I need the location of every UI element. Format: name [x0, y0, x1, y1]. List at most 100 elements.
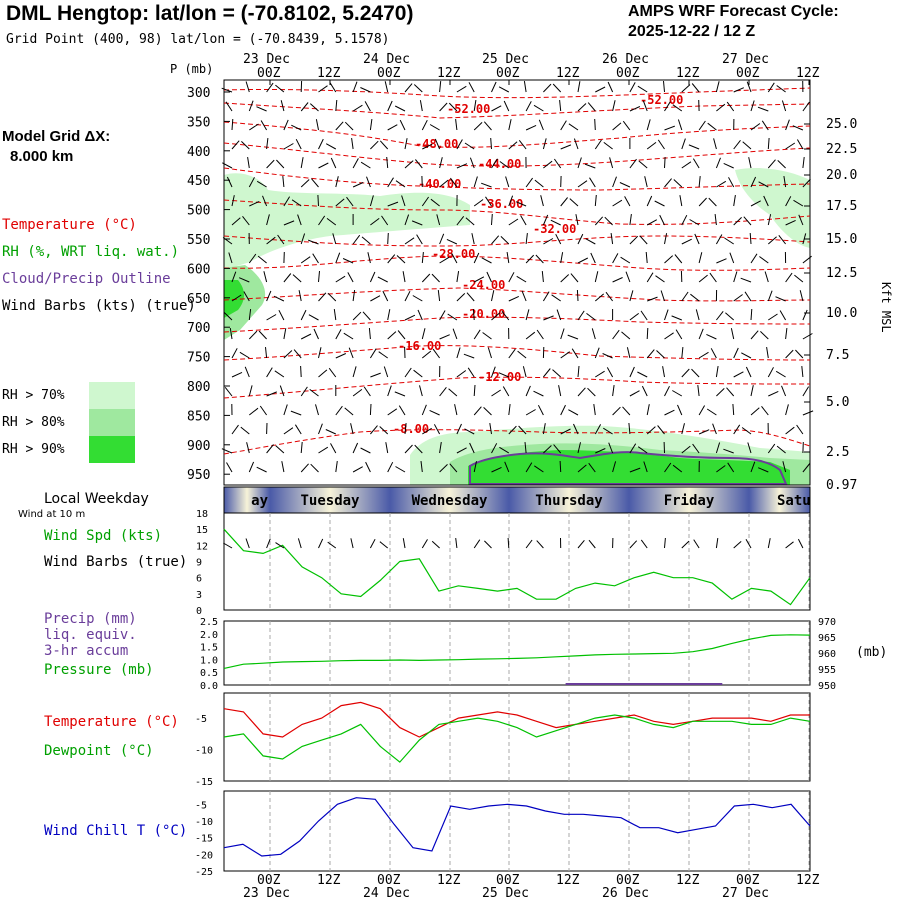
wind-barb [629, 366, 635, 378]
wind-barb [362, 311, 371, 321]
temperature-contour-label: -52.00 [447, 102, 490, 116]
wind-barb [394, 391, 406, 397]
wind-barb [775, 370, 786, 378]
bottom-hour-label: 00Z [496, 873, 520, 888]
precip-tick: 1.5 [200, 643, 218, 654]
wind-barb [516, 275, 527, 283]
pressure-tick-label: 300 [187, 86, 210, 101]
wind-barb [300, 441, 303, 454]
wind-barb [560, 120, 567, 131]
wind-barb [568, 123, 579, 131]
wind-barb [291, 199, 302, 207]
wind-barb [767, 159, 776, 169]
wind-barb [593, 404, 596, 416]
surface-wind-barb [693, 539, 700, 549]
temperature-contour [223, 142, 811, 167]
wind-barb [245, 81, 250, 93]
temperature-contour-label: -40.00 [418, 177, 461, 191]
wind-barb [448, 102, 458, 112]
wind-barb [413, 369, 423, 378]
temperature-tick: -5 [195, 714, 207, 725]
wind-barb [715, 366, 719, 378]
wind-barb [747, 442, 752, 454]
wind-barb [291, 124, 302, 131]
pressure-tick-label: 550 [187, 233, 210, 248]
grid-point-info: Grid Point (400, 98) lat/lon = (-70.8439… [6, 32, 390, 47]
wind-barb [508, 295, 520, 302]
liq-equiv-legend: liq. equiv. [44, 627, 137, 643]
wind-barb [231, 371, 243, 378]
wind-barb [468, 82, 475, 93]
wind-barb [417, 309, 423, 321]
wind-barb [692, 158, 700, 169]
wind-barb [587, 387, 596, 397]
wind-speed-tick: 15 [196, 525, 208, 536]
wind-barb [681, 445, 691, 454]
wind-barb [311, 178, 319, 188]
pressure-panel-frame [223, 620, 811, 686]
surface-wind-barb [421, 539, 428, 549]
cloud-outline [469, 451, 788, 485]
wind-barb [352, 158, 359, 169]
accum-legend: 3-hr accum [44, 643, 129, 659]
wind-barb [733, 347, 739, 359]
weekday-cell [509, 487, 629, 513]
wind-barb [335, 329, 342, 340]
wind-barb [543, 238, 554, 245]
wind-barb [283, 350, 293, 359]
wind-barb [695, 309, 700, 321]
wind-barb [370, 217, 380, 226]
wind-barb [283, 143, 294, 150]
wind-barb [439, 464, 448, 473]
wind-barb [571, 348, 579, 359]
wind-barb [434, 138, 441, 150]
wind-barb [415, 159, 423, 169]
height-tick-label: 17.5 [826, 199, 857, 214]
wind-barb [577, 257, 589, 264]
wind-barb [698, 274, 708, 283]
wind-barb [643, 461, 648, 473]
wind-barb [483, 407, 492, 416]
wind-barb [585, 238, 596, 245]
wind-barb [439, 102, 448, 112]
wind-barb [793, 199, 804, 207]
wind-barb [706, 408, 717, 416]
height-tick-label: 10.0 [826, 306, 857, 321]
wind-barb [411, 220, 423, 226]
wind-barb [503, 100, 510, 112]
wind-speed-tick: 3 [196, 590, 202, 601]
surface-wind-barb [402, 538, 406, 549]
wind-barb [456, 85, 467, 93]
wind-barb [674, 254, 683, 264]
pressure-tick-label: 600 [187, 262, 210, 277]
wind-barb [508, 119, 512, 131]
wind-barb [518, 139, 527, 150]
wind-barb [543, 315, 554, 321]
wind-barb [273, 295, 285, 302]
wind-barb [671, 315, 682, 321]
wind-barb [472, 308, 475, 321]
wind-barb [654, 200, 665, 207]
wind-barb [335, 275, 346, 283]
wind-barb [783, 176, 787, 188]
wind-barb [332, 233, 337, 245]
bottom-hour-label: 12Z [676, 873, 700, 888]
wind-barb [775, 296, 786, 302]
wind-barb [672, 104, 683, 112]
wind-barb [263, 271, 268, 283]
wind-barb [352, 366, 357, 378]
wind-barb [491, 443, 498, 454]
wind-barb [369, 403, 372, 416]
wind-barb [629, 312, 640, 321]
wind-barb [776, 85, 786, 93]
wind-barb [490, 137, 492, 150]
rh-region [735, 168, 810, 248]
wind-barb [473, 461, 477, 473]
wind-barb [607, 81, 614, 93]
wind-barb [525, 101, 532, 112]
wind-barb [368, 327, 371, 340]
temperature-contour-label: -36.00 [480, 197, 523, 211]
wind-barb [491, 366, 496, 378]
wind-barb [501, 310, 510, 321]
wind-barb [300, 333, 312, 340]
